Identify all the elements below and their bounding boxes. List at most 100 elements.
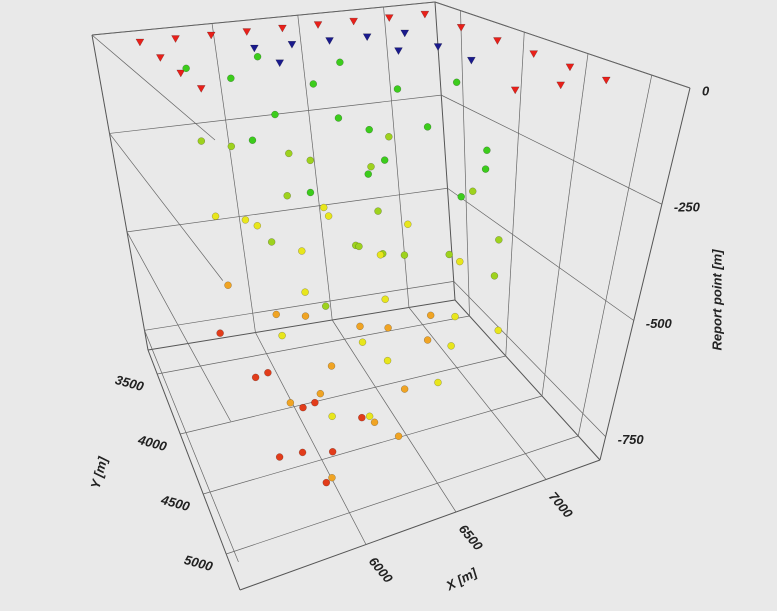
sphere-marker [393, 85, 402, 93]
y-tick-label: 3500 [114, 372, 147, 394]
grid-line [453, 281, 606, 437]
sphere-marker [367, 162, 375, 171]
sphere-marker [227, 142, 236, 151]
grid-line [460, 10, 470, 317]
triangle-marker [456, 24, 466, 32]
sphere-marker [355, 242, 363, 251]
sphere-marker [272, 310, 281, 319]
grid-line [91, 1, 436, 36]
sphere-marker [241, 216, 250, 224]
sphere-marker [423, 123, 432, 131]
z-tick-label: -500 [646, 316, 673, 331]
sphere-marker [320, 203, 328, 212]
sphere-marker [227, 74, 235, 83]
grid-line [203, 395, 543, 495]
sphere-marker [434, 378, 442, 387]
sphere-marker [324, 212, 333, 220]
grid-line [408, 307, 547, 480]
sphere-marker [311, 398, 319, 407]
sphere-marker [365, 412, 374, 421]
sphere-marker [481, 165, 490, 173]
triangle-marker [249, 44, 259, 53]
triangle-marker [466, 56, 476, 65]
triangle-marker [196, 85, 206, 93]
sphere-marker [316, 389, 325, 398]
sphere-marker [336, 58, 344, 67]
triangle-marker [556, 81, 566, 90]
sphere-marker [301, 312, 310, 320]
box-edge [91, 34, 149, 351]
triangle-marker [433, 43, 443, 52]
grid-line [383, 6, 410, 308]
sphere-marker [271, 110, 279, 119]
grid-line [91, 34, 216, 141]
triangle-marker [277, 24, 287, 33]
sphere-marker [365, 125, 373, 134]
grid-line [447, 187, 634, 321]
sphere-marker [298, 448, 307, 457]
sphere-marker [299, 403, 307, 412]
triangle-marker [313, 21, 323, 30]
sphere-marker [275, 453, 284, 461]
sphere-marker [483, 146, 491, 155]
triangle-marker [601, 76, 611, 85]
triangle-marker [510, 86, 520, 95]
triangle-marker [206, 31, 216, 40]
grid-line [297, 15, 333, 321]
box-edge [454, 299, 601, 461]
sphere-marker [384, 324, 392, 332]
grid-line [577, 75, 653, 437]
sphere-marker [380, 156, 389, 164]
sphere-marker [251, 373, 260, 382]
grid-line [157, 315, 470, 375]
sphere-marker [309, 80, 318, 88]
sphere-marker [400, 385, 409, 393]
grid-line [541, 53, 589, 397]
grid-line [441, 94, 663, 205]
box-edge [239, 459, 601, 591]
sphere-marker [426, 311, 435, 320]
y-axis-label: Y [m] [88, 455, 111, 491]
sphere-marker [286, 399, 295, 407]
grid-line [126, 187, 448, 233]
grid-line [255, 332, 367, 545]
grid-line [211, 23, 256, 333]
sphere-marker [264, 368, 272, 377]
sphere-marker [456, 257, 464, 266]
grid-line [434, 1, 691, 89]
sphere-marker [490, 272, 499, 280]
triangle-marker [384, 14, 394, 23]
grid-line [180, 355, 506, 435]
triangle-marker [171, 35, 180, 44]
sphere-marker [400, 251, 409, 259]
box-edge [147, 349, 241, 591]
z-tick-label: -750 [618, 432, 645, 447]
y-tick-label: 4500 [159, 492, 193, 514]
z-tick-label: 0 [702, 83, 710, 98]
sphere-marker [327, 362, 336, 370]
sphere-marker [370, 418, 379, 427]
sphere-marker [253, 221, 262, 230]
sphere-marker [423, 336, 432, 344]
box-edge [434, 1, 456, 301]
box-edge [599, 87, 691, 461]
sphere-marker [451, 312, 459, 321]
sphere-marker [404, 220, 412, 229]
triangle-marker [325, 37, 334, 45]
sphere-marker [447, 342, 455, 350]
sphere-marker [468, 187, 477, 196]
sphere-marker [267, 238, 276, 246]
sphere-marker [224, 281, 232, 289]
x-tick-label: 6000 [366, 554, 397, 586]
sphere-marker [452, 78, 461, 87]
triangle-marker [400, 29, 410, 38]
x-tick-label: 6500 [456, 521, 487, 553]
triangle-marker [565, 63, 575, 72]
sphere-marker [495, 236, 503, 244]
triangle-marker [349, 17, 359, 26]
y-tick-label: 5000 [183, 552, 216, 574]
grid-line [126, 231, 231, 422]
sphere-marker [285, 149, 293, 158]
sphere-marker [211, 212, 220, 221]
